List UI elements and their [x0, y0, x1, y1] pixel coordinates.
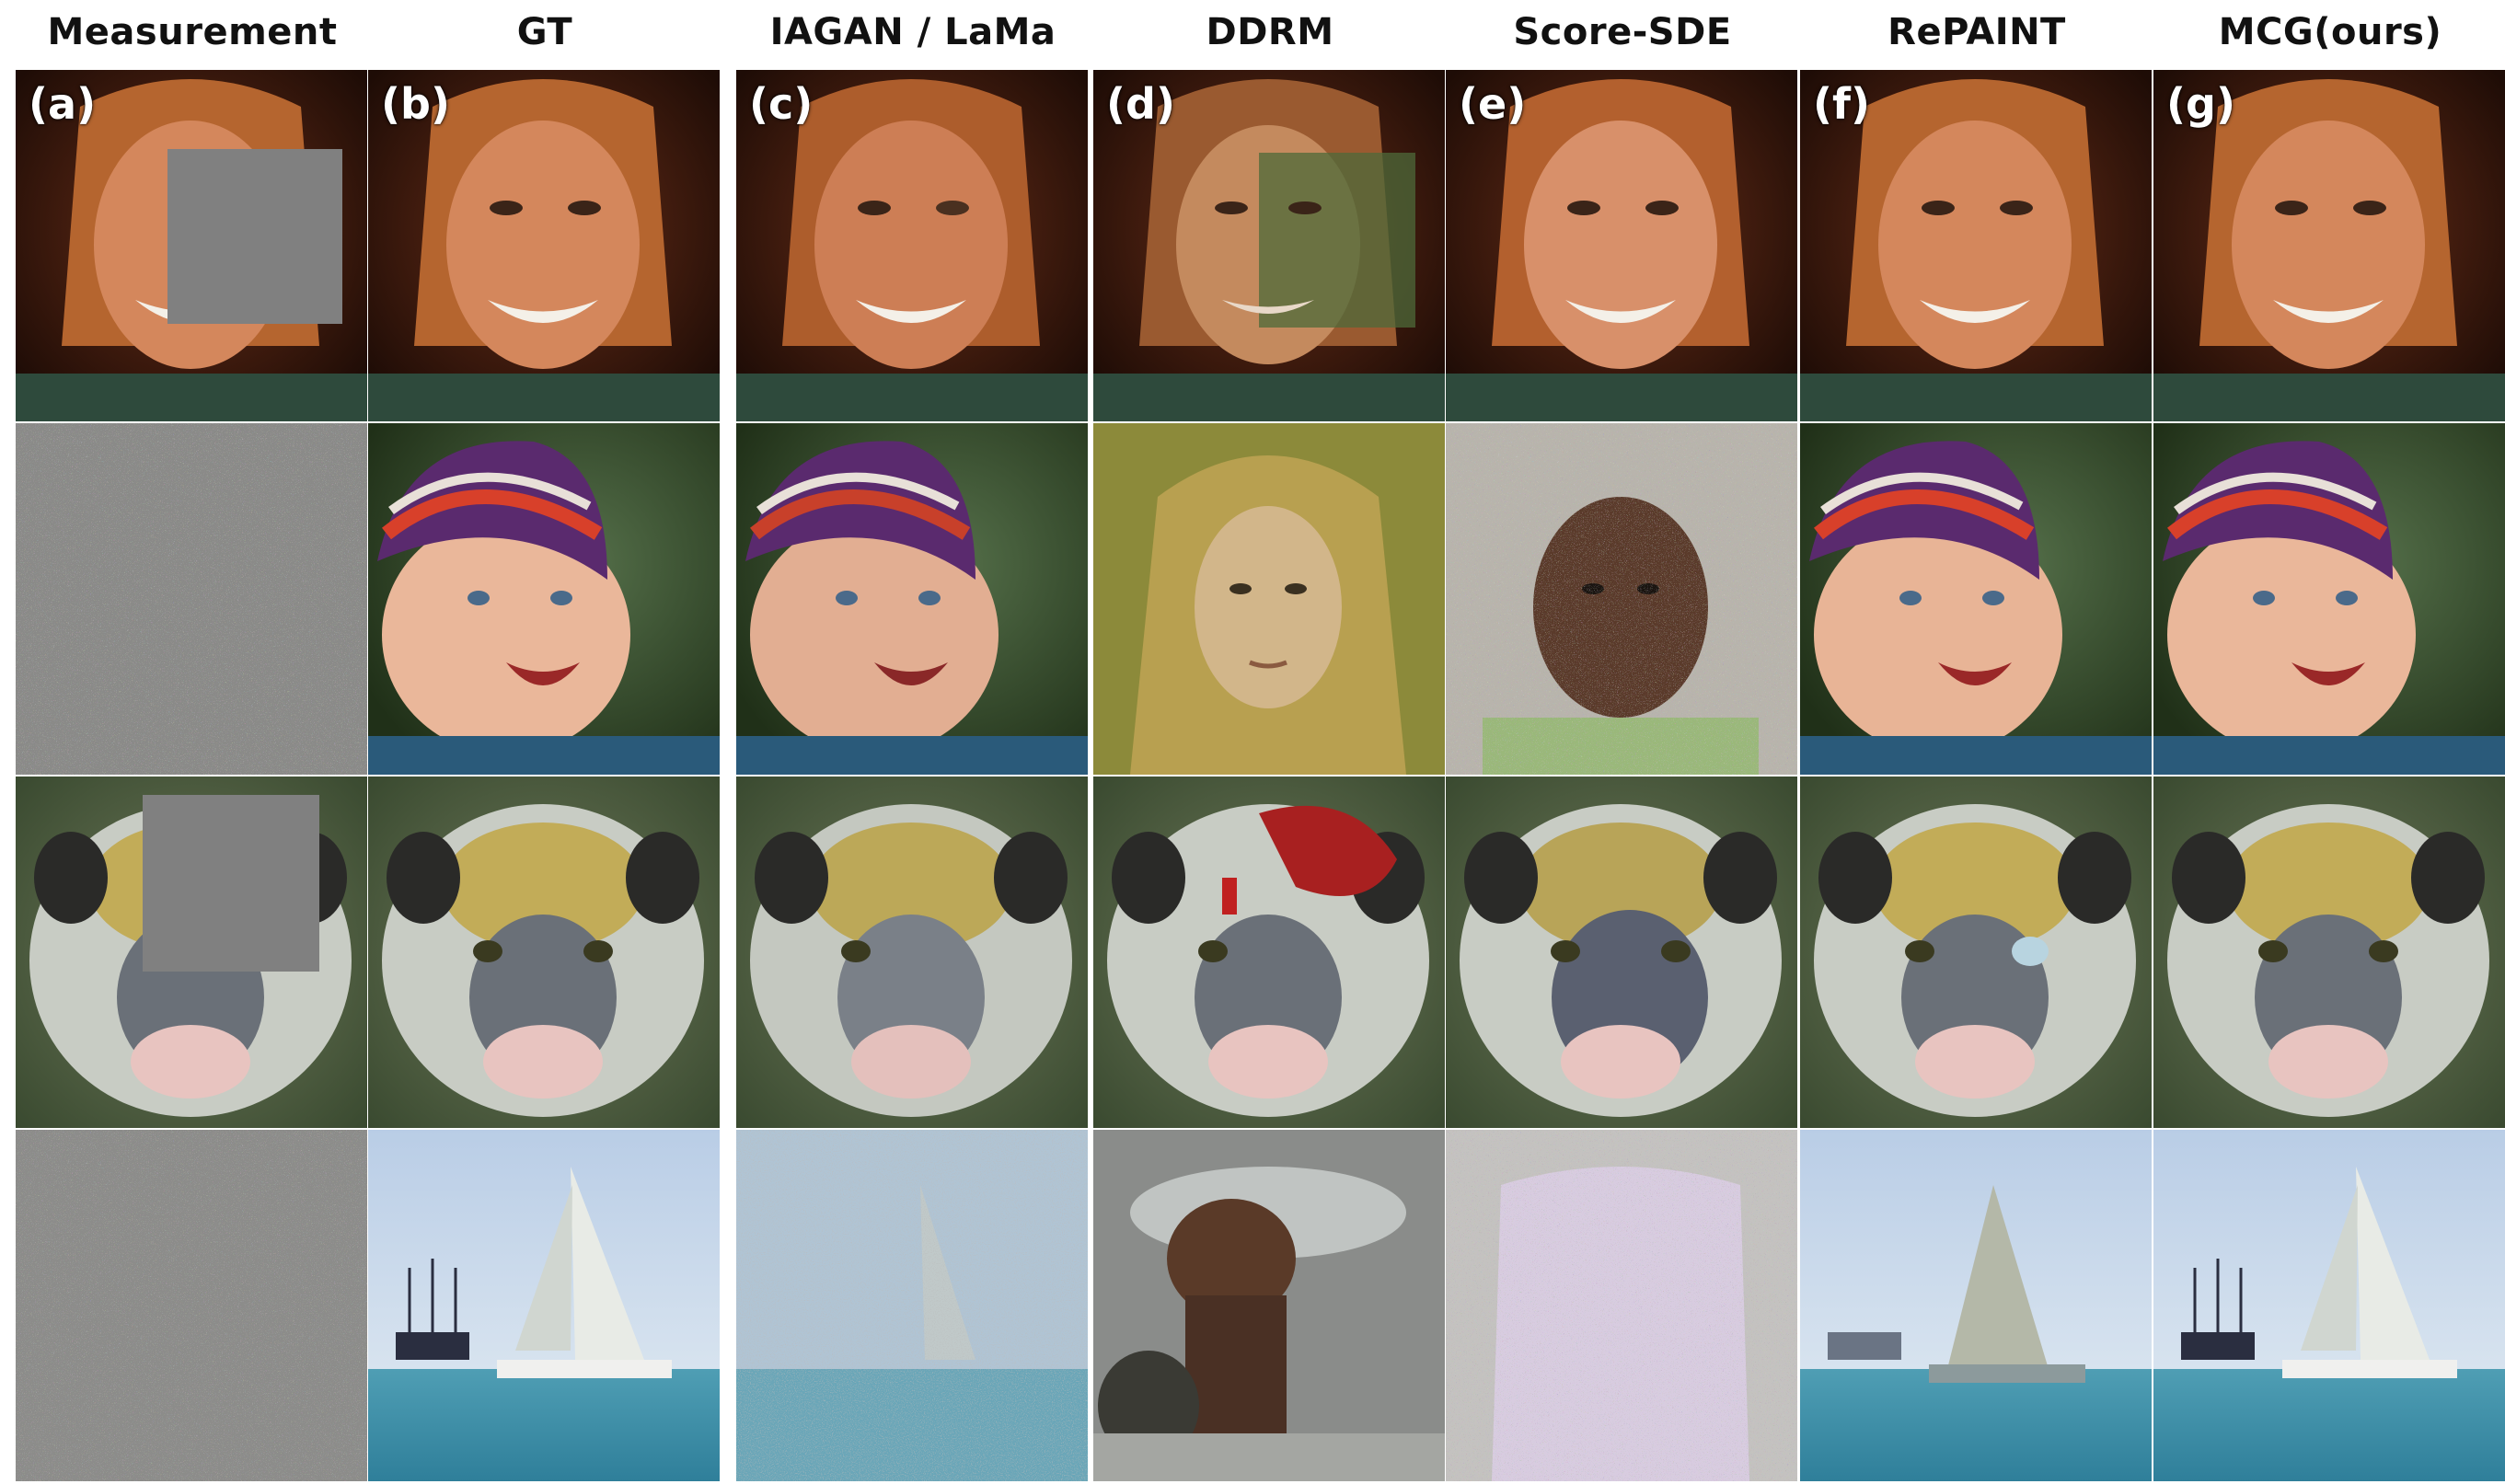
sailboat-reconstruction [2153, 1130, 2505, 1481]
cell-row4-mcg-ours [2153, 1130, 2505, 1481]
woman-face-masked-image [16, 70, 367, 421]
cell-row1-iagan-lama: (c) [736, 70, 1088, 421]
cell-row1-gt: (b) [368, 70, 720, 421]
woman-face-reconstruction [2153, 70, 2505, 421]
monkey-masked-image [16, 777, 367, 1128]
woman-face-reconstruction-blurred [1093, 70, 1445, 421]
cell-row2-measurement [16, 423, 367, 775]
baby-sparse-measurement [16, 423, 367, 775]
sailboat-reconstruction [1800, 1130, 2152, 1481]
cell-row1-score-sde: (e) [1446, 70, 1797, 421]
woman-face-reconstruction [736, 70, 1088, 421]
monkey-reconstruction [736, 777, 1088, 1128]
cell-row3-gt [368, 777, 720, 1128]
column-title-ddrm: DDRM [1206, 11, 1334, 53]
panel-letter-a: (a) [29, 79, 97, 129]
panel-letter-c: (c) [749, 79, 814, 129]
cell-row3-measurement [16, 777, 367, 1128]
cell-row4-repaint [1800, 1130, 2152, 1481]
column-title-score-sde: Score-SDE [1513, 11, 1732, 53]
column-title-iagan-lama: IAGAN / LaMa [769, 11, 1056, 53]
cell-row2-repaint [1800, 423, 2152, 775]
cell-row3-repaint [1800, 777, 2152, 1128]
column-header-row: Measurement GT IAGAN / LaMa DDRM Score-S… [0, 0, 2505, 70]
cell-row3-iagan-lama [736, 777, 1088, 1128]
cell-row2-iagan-lama [736, 423, 1088, 775]
cell-row2-gt [368, 423, 720, 775]
panel-letter-e: (e) [1459, 79, 1527, 129]
image-comparison-grid: (a) (b) (c) [0, 70, 2505, 1484]
sailboat-blurry-reconstruction [736, 1130, 1088, 1481]
column-title-measurement: Measurement [47, 11, 338, 53]
panel-letter-f: (f) [1813, 79, 1871, 129]
panel-letter-b: (b) [381, 79, 450, 129]
cell-row1-mcg-ours: (g) [2153, 70, 2505, 421]
inpaint-mask-box [167, 149, 342, 324]
baby-reconstruction [2153, 423, 2505, 775]
inpaint-mask-box [143, 795, 319, 972]
monkey-reconstruction-artifact [1093, 777, 1445, 1128]
cell-row4-gt [368, 1130, 720, 1481]
cell-row2-ddrm [1093, 423, 1445, 775]
column-title-mcg-ours: MCG(ours) [2218, 11, 2442, 53]
monkey-reconstruction [1800, 777, 2152, 1128]
baby-reconstruction [736, 423, 1088, 775]
woman-face-reconstruction [1800, 70, 2152, 421]
monkey-reconstruction [2153, 777, 2505, 1128]
cell-row4-score-sde [1446, 1130, 1797, 1481]
cell-row1-ddrm: (d) [1093, 70, 1445, 421]
cell-row1-measurement: (a) [16, 70, 367, 421]
baby-image [368, 423, 720, 775]
cell-row4-iagan-lama [736, 1130, 1088, 1481]
cell-row1-repaint: (f) [1800, 70, 2152, 421]
man-noisy-reconstruction [1446, 423, 1797, 775]
cell-row4-measurement [16, 1130, 367, 1481]
cell-row2-score-sde [1446, 423, 1797, 775]
sailboat-image [368, 1130, 720, 1481]
woman-face-reconstruction [1446, 70, 1797, 421]
cell-row4-ddrm [1093, 1130, 1445, 1481]
cell-row3-ddrm [1093, 777, 1445, 1128]
sailboat-sparse-measurement [16, 1130, 367, 1481]
cell-row2-mcg-ours [2153, 423, 2505, 775]
young-man-hallucinated-reconstruction [1093, 423, 1445, 775]
column-title-gt: GT [516, 11, 573, 53]
panel-letter-d: (d) [1106, 79, 1175, 129]
panel-letter-g: (g) [2166, 79, 2235, 129]
cell-row3-score-sde [1446, 777, 1797, 1128]
cell-row3-mcg-ours [2153, 777, 2505, 1128]
shirt-hallucinated-reconstruction [1446, 1130, 1797, 1481]
dog-hallucinated-reconstruction [1093, 1130, 1445, 1481]
baby-reconstruction [1800, 423, 2152, 775]
column-title-repaint: RePAINT [1887, 11, 2066, 53]
woman-face-image [368, 70, 720, 421]
monkey-image [368, 777, 720, 1128]
monkey-reconstruction [1446, 777, 1797, 1128]
